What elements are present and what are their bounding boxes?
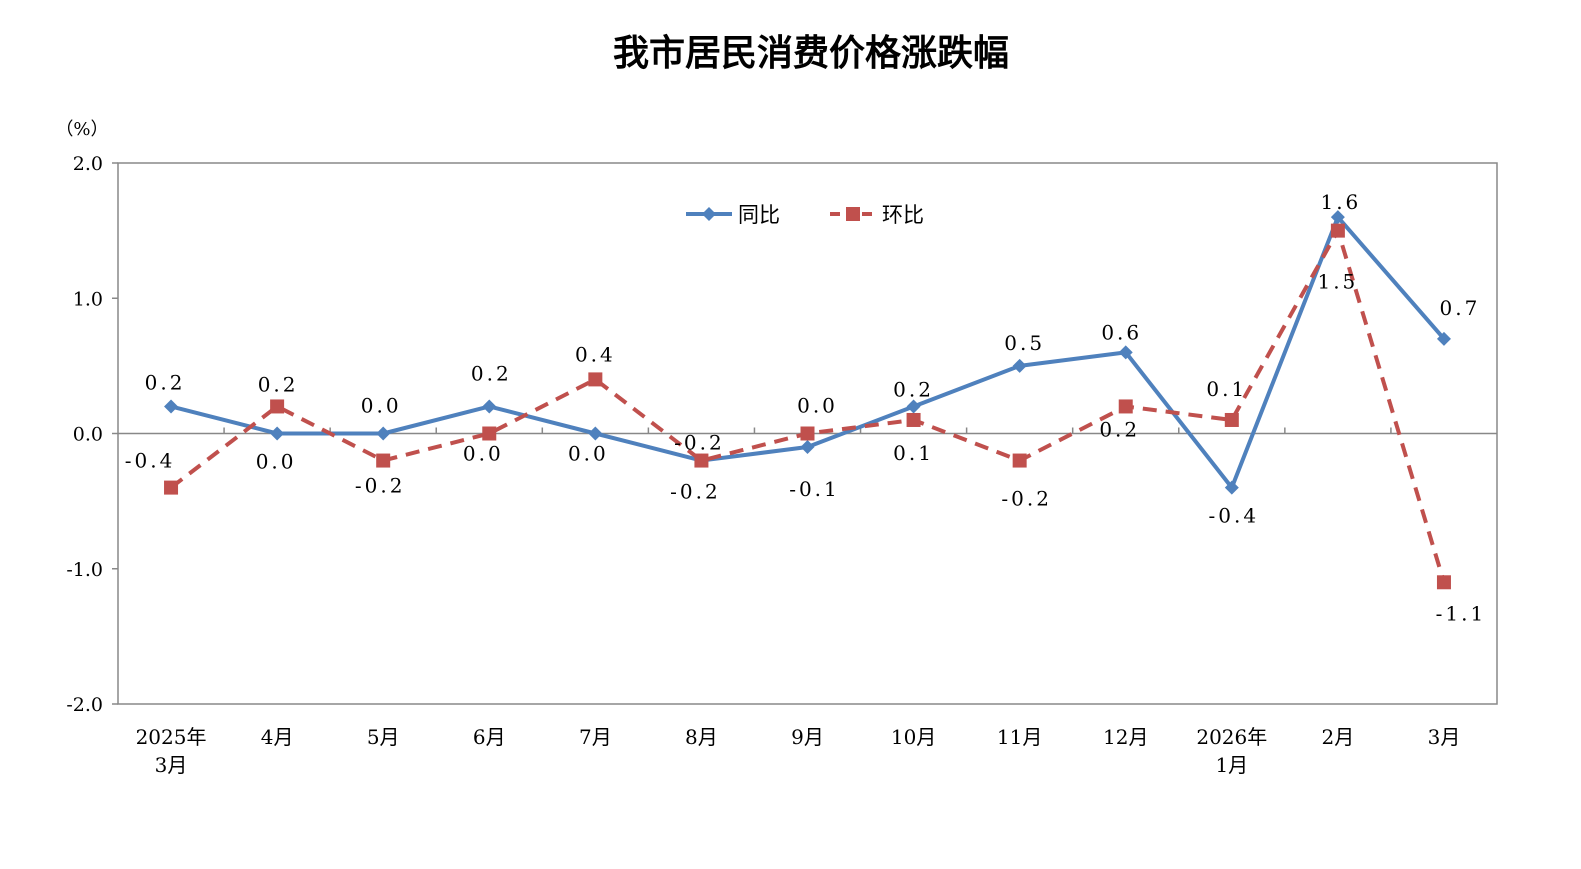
- data-point-diamond: [1330, 210, 1345, 225]
- data-point-square: [800, 426, 815, 441]
- data-point-diamond: [588, 426, 603, 441]
- data-label: 0.6: [1101, 320, 1142, 344]
- legend: 同比 环比: [686, 203, 924, 227]
- data-point-square: [1118, 399, 1133, 414]
- chart-title: 我市居民消费价格涨跌幅: [613, 32, 1009, 74]
- x-tick-label: 6月: [473, 725, 506, 749]
- data-label: 0.0: [463, 442, 504, 466]
- data-point-square: [1330, 223, 1345, 238]
- data-label: 0.2: [893, 377, 934, 401]
- data-label: 0.0: [568, 442, 609, 466]
- y-tick-label: 0.0: [73, 424, 103, 446]
- data-point-diamond: [800, 440, 815, 455]
- data-label: 1.5: [1317, 270, 1358, 294]
- x-tick-label: 3月: [1428, 725, 1461, 749]
- data-label: 0.0: [361, 394, 402, 418]
- x-tick-label: 7月: [579, 725, 612, 749]
- data-point-square: [694, 453, 709, 468]
- x-tick-label: 1月: [1215, 753, 1248, 777]
- data-point-diamond: [1012, 358, 1027, 373]
- data-point-square: [588, 372, 603, 387]
- x-tick-label: 12月: [1103, 725, 1148, 749]
- legend-label: 环比: [882, 203, 924, 227]
- x-tick-label: 2026年: [1196, 725, 1267, 749]
- data-point-square: [482, 426, 497, 441]
- data-label: 0.4: [575, 342, 616, 366]
- data-label: 0.2: [1099, 417, 1140, 441]
- data-label: -0.2: [1001, 487, 1052, 511]
- data-label: 1.6: [1320, 190, 1361, 214]
- data-point-square: [1012, 453, 1027, 468]
- legend-marker-diamond: [702, 207, 716, 221]
- data-label: 0.5: [1004, 331, 1045, 355]
- x-tick-label: 3月: [155, 753, 188, 777]
- y-tick-label: -1.0: [66, 559, 103, 581]
- data-point-diamond: [270, 426, 285, 441]
- x-tick-label: 8月: [685, 725, 718, 749]
- data-label: 0.2: [258, 372, 299, 396]
- x-tick-label: 2025年: [136, 725, 207, 749]
- x-tick-label: 9月: [791, 725, 824, 749]
- data-label: 0.1: [893, 441, 934, 465]
- data-label: 0.7: [1440, 296, 1481, 320]
- data-point-diamond: [1436, 331, 1451, 346]
- y-tick-label: 1.0: [73, 288, 103, 310]
- data-label: -0.2: [674, 431, 725, 455]
- data-point-diamond: [906, 399, 921, 414]
- data-point-square: [1436, 575, 1451, 590]
- data-label: -0.2: [670, 480, 721, 504]
- data-label: -0.4: [125, 449, 176, 473]
- data-point-diamond: [376, 426, 391, 441]
- y-tick-label: -2.0: [66, 694, 103, 716]
- x-tick-label: 5月: [367, 725, 400, 749]
- data-point-square: [164, 480, 179, 495]
- legend-label: 同比: [738, 203, 780, 227]
- data-label: -1.1: [1436, 601, 1487, 625]
- data-label: 0.1: [1206, 377, 1247, 401]
- data-point-square: [906, 412, 921, 427]
- data-point-square: [270, 399, 285, 414]
- x-tick-label: 10月: [891, 725, 936, 749]
- x-tick-label: 2月: [1322, 725, 1355, 749]
- data-label: -0.1: [789, 477, 840, 501]
- x-tick-label: 4月: [261, 725, 294, 749]
- data-label: 0.2: [145, 370, 186, 394]
- data-point-diamond: [164, 399, 179, 414]
- data-point-diamond: [1118, 345, 1133, 360]
- data-point-diamond: [1224, 480, 1239, 495]
- y-tick-label: 2.0: [73, 153, 103, 175]
- data-label: -0.4: [1209, 504, 1260, 528]
- data-label: 0.2: [471, 361, 512, 385]
- data-point-square: [376, 453, 391, 468]
- data-point-diamond: [482, 399, 497, 414]
- data-label: 0.0: [256, 450, 297, 474]
- data-point-square: [1224, 412, 1239, 427]
- legend-marker-square: [846, 207, 860, 221]
- x-tick-label: 11月: [997, 725, 1042, 749]
- data-label: -0.2: [355, 474, 406, 498]
- data-label: 0.0: [797, 394, 838, 418]
- y-axis-unit: （%）: [55, 119, 108, 140]
